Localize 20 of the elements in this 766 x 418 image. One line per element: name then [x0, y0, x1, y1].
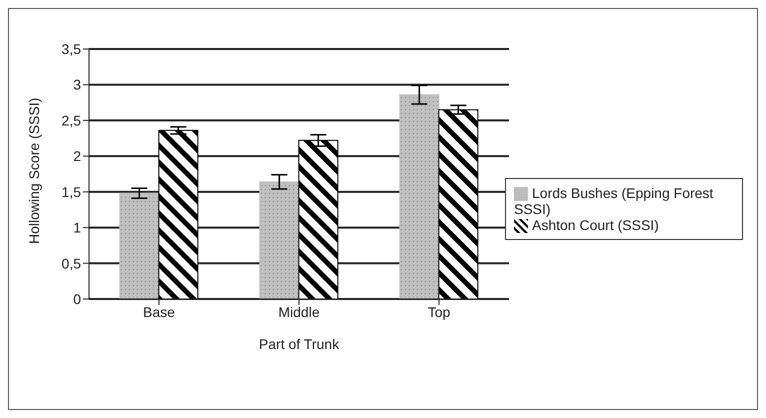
y-tick-label: 2 — [73, 148, 82, 164]
bar — [119, 192, 160, 299]
y-axis-title: Hollowing Score (SSSI) — [26, 98, 42, 244]
y-tick-label: 3,5 — [62, 40, 82, 57]
legend-label: Lords Bushes (Epping Forest SSSI) — [514, 184, 714, 217]
bar — [438, 109, 478, 299]
x-tick-label: Base — [143, 304, 176, 320]
y-tick-label: 1,5 — [62, 184, 82, 200]
bar — [158, 130, 198, 299]
x-tick-label: Middle — [278, 304, 320, 320]
bar — [399, 94, 440, 299]
y-tick-label: 3 — [73, 76, 82, 93]
x-axis-title: Part of Trunk — [258, 336, 340, 352]
legend-label: Ashton Court (SSSI) — [532, 217, 659, 233]
y-tick-label: 2,5 — [62, 112, 82, 128]
x-tick-label: Top — [428, 304, 450, 320]
y-tick-label: 0 — [73, 290, 82, 307]
bar — [259, 181, 300, 299]
y-tick-label: 0,5 — [62, 255, 82, 272]
y-tick-label: 1 — [73, 220, 82, 236]
